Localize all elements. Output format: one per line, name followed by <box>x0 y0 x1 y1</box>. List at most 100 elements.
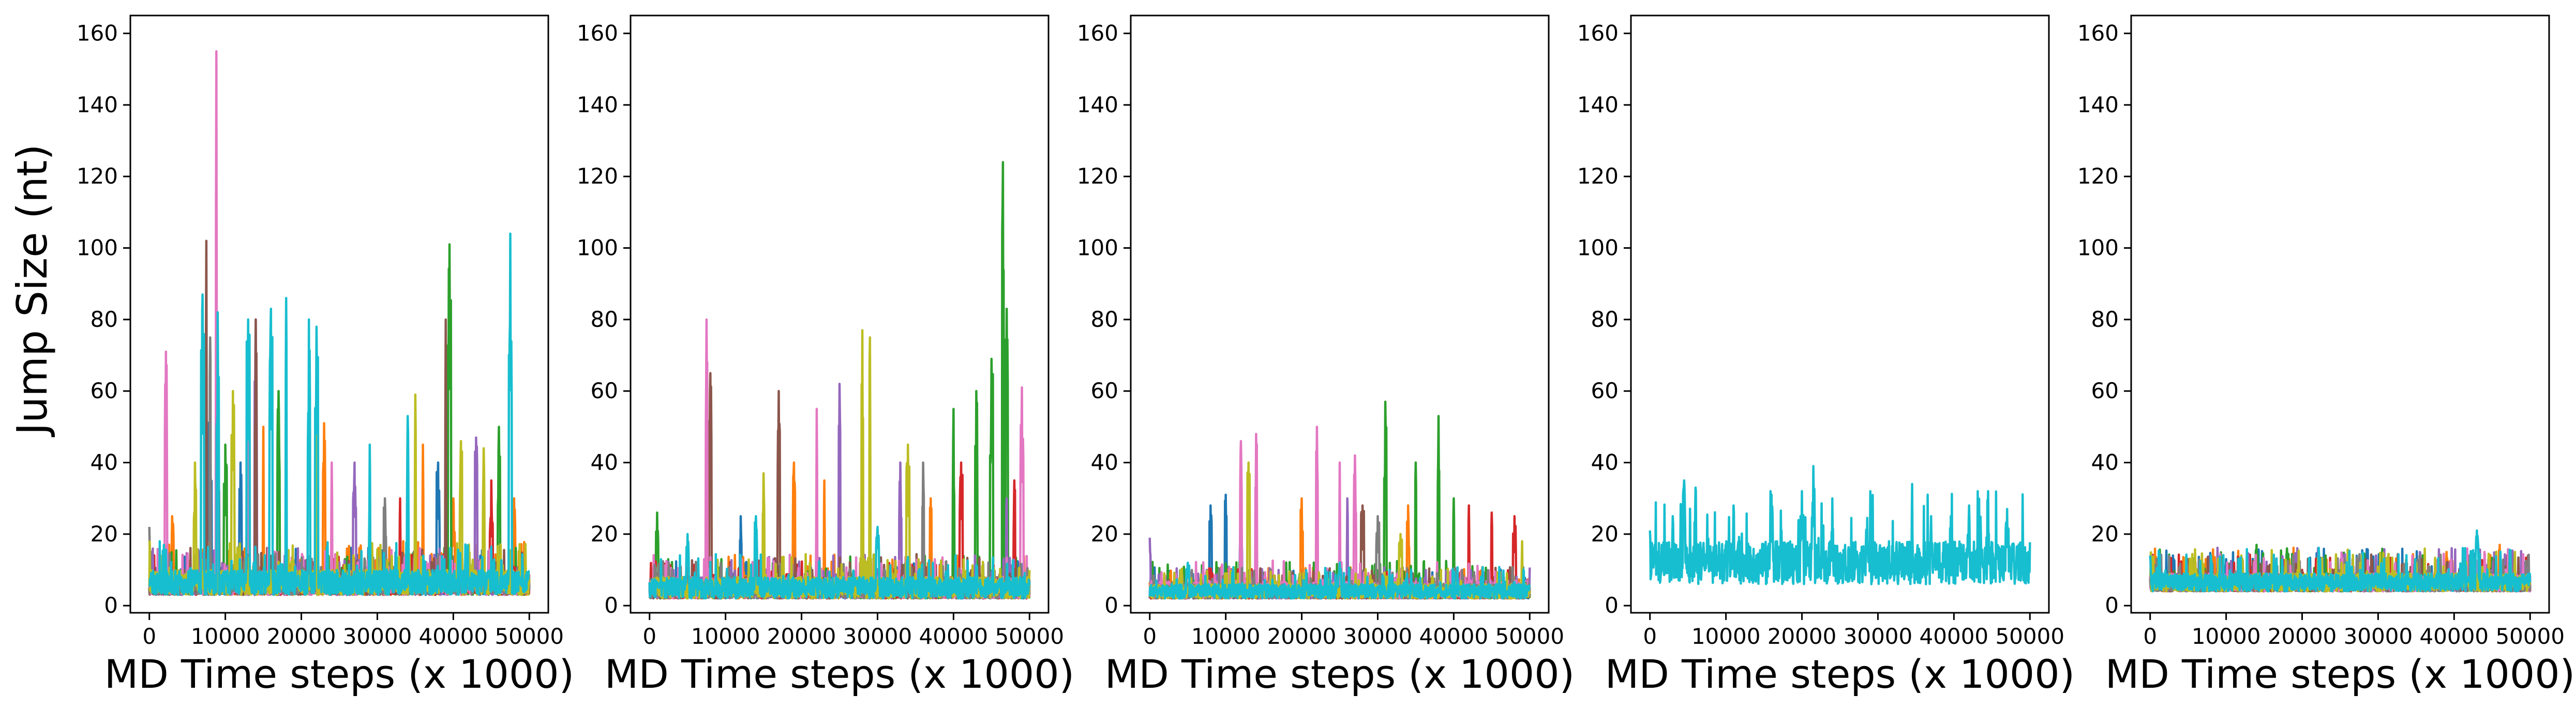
y-tick-label: 40 <box>1591 450 1619 475</box>
chart-panel-1: 0 20 40 60 80 100 120 140 160 0 10000 20000 30000 400… <box>77 14 574 697</box>
x-tick-label: 40000 <box>1920 624 1989 649</box>
y-tick-label: 160 <box>1577 21 1619 46</box>
plot-area <box>1649 465 2031 585</box>
plot-area <box>2149 529 2532 593</box>
y-tick-label: 20 <box>91 521 118 547</box>
y-tick-label: 120 <box>1577 163 1619 189</box>
y-tick-label: 160 <box>2077 21 2119 46</box>
x-tick-label: 40000 <box>419 624 488 649</box>
y-tick-label: 140 <box>577 92 618 117</box>
y-tick-label: 60 <box>591 378 618 403</box>
y-tick-label: 100 <box>1077 235 1118 261</box>
chart-panel-4: 0 20 40 60 80 100 120 140 160 0 10000 20000 30000 400… <box>1577 14 2075 697</box>
chart-panel-5: 0 20 40 60 80 100 120 140 160 0 10000 20000 30000 400… <box>2077 14 2575 697</box>
y-tick-label: 0 <box>1605 593 1619 618</box>
y-tick-label: 40 <box>1091 450 1118 475</box>
x-tick-label: 40000 <box>2420 624 2489 649</box>
x-tick-label: 20000 <box>1768 624 1837 649</box>
y-tick-label: 20 <box>591 521 618 547</box>
x-tick-label: 0 <box>142 624 156 649</box>
y-tick-label: 20 <box>1091 521 1118 547</box>
chart-panel-2: 0 20 40 60 80 100 120 140 160 0 10000 20000 30000 400… <box>577 14 1074 697</box>
x-tick-label: 20000 <box>2268 624 2337 649</box>
x-tick-label: 10000 <box>1691 624 1761 649</box>
y-tick-label: 120 <box>2077 163 2119 189</box>
x-axis-label: MD Time steps (x 1000) <box>1105 651 1575 697</box>
y-tick-label: 160 <box>77 21 118 46</box>
x-tick-label: 20000 <box>767 624 836 649</box>
x-tick-label: 50000 <box>995 624 1064 649</box>
x-tick-label: 30000 <box>343 624 412 649</box>
x-tick-label: 20000 <box>267 624 336 649</box>
y-tick-label: 60 <box>1591 378 1619 403</box>
y-tick-label: 0 <box>2105 593 2119 618</box>
x-tick-label: 30000 <box>843 624 912 649</box>
x-tick-label: 20000 <box>1267 624 1337 649</box>
x-axis-label: MD Time steps (x 1000) <box>104 651 574 697</box>
y-tick-label: 60 <box>2091 378 2119 403</box>
y-tick-label: 80 <box>1091 307 1118 332</box>
y-tick-label: 140 <box>77 92 118 117</box>
x-tick-label: 50000 <box>1995 624 2064 649</box>
y-tick-label: 140 <box>2077 92 2119 117</box>
y-tick-label: 140 <box>1577 92 1619 117</box>
axes-frame <box>2130 14 2550 614</box>
x-tick-label: 0 <box>642 624 656 649</box>
series-line-10 <box>648 515 1031 600</box>
series-line-1 <box>1649 465 2031 585</box>
series-line-10 <box>1148 561 1531 600</box>
axes-frame <box>129 14 549 614</box>
y-tick-label: 60 <box>91 378 118 403</box>
axes-frame <box>630 14 1050 614</box>
y-tick-label: 0 <box>104 593 118 618</box>
y-tick-label: 40 <box>91 450 118 475</box>
y-tick-label: 120 <box>1077 163 1118 189</box>
x-tick-label: 10000 <box>2192 624 2261 649</box>
y-tick-label: 20 <box>2091 521 2119 547</box>
y-tick-label: 120 <box>77 163 118 189</box>
series-line-10 <box>2149 529 2532 593</box>
y-tick-label: 40 <box>2091 450 2119 475</box>
y-tick-label: 120 <box>577 163 618 189</box>
chart-panel-3: 0 20 40 60 80 100 120 140 160 0 10000 20000 30000 400… <box>1077 14 1575 697</box>
y-tick-label: 100 <box>77 235 118 261</box>
y-tick-label: 40 <box>591 450 618 475</box>
y-tick-label: 80 <box>2091 307 2119 332</box>
x-tick-label: 30000 <box>1343 624 1413 649</box>
y-tick-label: 160 <box>577 21 618 46</box>
x-axis-label: MD Time steps (x 1000) <box>605 651 1074 697</box>
y-tick-label: 100 <box>1577 235 1619 261</box>
series-line-10 <box>148 232 530 596</box>
axes-frame <box>1130 14 1550 614</box>
y-tick-label: 0 <box>604 593 618 618</box>
y-tick-label: 140 <box>1077 92 1118 117</box>
x-tick-label: 0 <box>2143 624 2157 649</box>
x-tick-label: 0 <box>1643 624 1657 649</box>
x-tick-label: 40000 <box>1419 624 1489 649</box>
x-tick-label: 30000 <box>1844 624 1913 649</box>
y-tick-label: 60 <box>1091 378 1118 403</box>
y-tick-label: 80 <box>91 307 118 332</box>
x-tick-label: 50000 <box>1495 624 1564 649</box>
x-tick-label: 50000 <box>2495 624 2565 649</box>
x-tick-label: 40000 <box>919 624 989 649</box>
y-tick-label: 160 <box>1077 21 1118 46</box>
y-tick-label: 100 <box>2077 235 2119 261</box>
figure-y-axis-label: Jump Size (nt) <box>8 144 56 438</box>
axes-frame <box>1630 14 2050 614</box>
x-tick-label: 30000 <box>2344 624 2413 649</box>
x-axis-label: MD Time steps (x 1000) <box>1605 651 2075 697</box>
plot-area <box>648 161 1031 600</box>
plot-area <box>148 50 531 596</box>
x-axis-label: MD Time steps (x 1000) <box>2105 651 2575 697</box>
y-tick-label: 100 <box>577 235 618 261</box>
y-tick-label: 0 <box>1104 593 1118 618</box>
plot-area <box>1148 400 1531 600</box>
y-tick-label: 80 <box>591 307 618 332</box>
x-tick-label: 10000 <box>1191 624 1261 649</box>
y-tick-label: 80 <box>1591 307 1619 332</box>
x-tick-label: 10000 <box>191 624 260 649</box>
x-tick-label: 10000 <box>691 624 760 649</box>
x-tick-label: 0 <box>1143 624 1157 649</box>
